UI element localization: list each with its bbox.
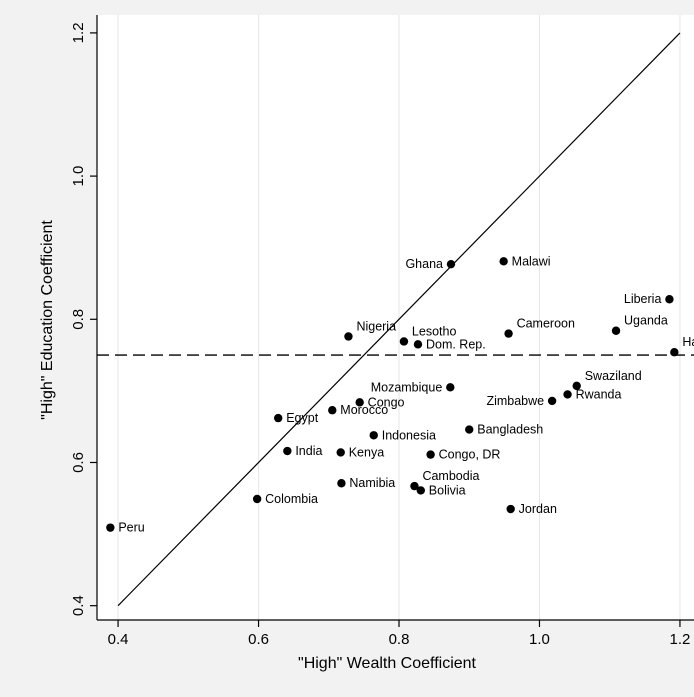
data-point — [504, 329, 513, 338]
point-label: Lesotho — [412, 324, 457, 338]
x-tick-label: 1.0 — [529, 631, 550, 648]
y-tick-label: 1.2 — [70, 22, 87, 43]
point-label: Dom. Rep. — [426, 337, 486, 351]
point-label: Colombia — [265, 492, 318, 506]
point-label: Mozambique — [371, 380, 443, 394]
y-axis-title: "High" Education Coefficient — [39, 220, 56, 420]
x-tick-label: 1.2 — [670, 631, 691, 648]
point-label: Cameroon — [517, 317, 575, 331]
point-label: Morocco — [340, 403, 388, 417]
point-label: Bangladesh — [477, 423, 543, 437]
data-point — [499, 257, 508, 266]
x-axis-title: "High" Wealth Coefficient — [298, 655, 477, 672]
data-point — [506, 504, 515, 514]
point-label: Kenya — [349, 445, 384, 459]
y-tick-label: 0.4 — [70, 595, 87, 616]
point-label: Egypt — [286, 411, 318, 425]
data-point — [465, 425, 474, 434]
data-point — [547, 396, 557, 406]
y-tick-label: 1.0 — [70, 166, 87, 187]
x-tick-label: 0.8 — [389, 631, 410, 648]
data-point — [355, 398, 364, 407]
point-label: Malawi — [512, 254, 551, 268]
data-point — [572, 381, 581, 391]
point-label: Swaziland — [585, 369, 642, 383]
y-tick-label: 0.8 — [70, 309, 87, 330]
point-label: Cambodia — [422, 469, 479, 483]
point-label: Ghana — [405, 257, 443, 271]
plot-background — [97, 15, 694, 620]
data-point — [283, 446, 292, 456]
point-label: Haiti — [682, 335, 694, 349]
data-point — [563, 390, 572, 399]
x-tick-label: 0.4 — [108, 631, 129, 648]
point-label: Congo, DR — [439, 448, 501, 462]
data-point — [337, 479, 346, 488]
grid-lines — [117, 15, 681, 620]
data-point — [446, 383, 455, 392]
point-label: Liberia — [624, 292, 662, 306]
point-label: Uganda — [624, 314, 668, 328]
data-point — [426, 450, 435, 459]
point-label: Zimbabwe — [486, 394, 544, 408]
data-point — [252, 494, 262, 504]
diagonal-reference-line — [117, 32, 681, 607]
data-point — [399, 337, 409, 346]
y-tick-label: 0.6 — [70, 452, 87, 473]
point-label: India — [295, 444, 322, 458]
point-label: Congo — [368, 395, 405, 409]
data-point — [446, 259, 456, 269]
reference-lines — [97, 32, 694, 607]
axes: 0.4 0.6 0.8 1.0 1.2 0.4 0.6 0.8 1.0 1.2 — [70, 15, 694, 648]
point-label: Indonesia — [382, 428, 436, 442]
data-point — [106, 523, 115, 532]
point-label: Bolivia — [429, 483, 466, 497]
point-label: Peru — [118, 521, 144, 535]
point-label: Jordan — [519, 502, 557, 516]
point-label: Nigeria — [356, 319, 396, 333]
point-label: Namibia — [349, 476, 395, 490]
data-point — [665, 295, 674, 304]
data-point — [410, 481, 419, 491]
data-point — [274, 413, 283, 423]
data-point — [369, 431, 378, 440]
data-point — [328, 406, 337, 415]
data-point — [413, 340, 423, 349]
point-label: Rwanda — [576, 387, 622, 401]
data-point — [611, 326, 621, 335]
data-point — [344, 332, 353, 341]
x-tick-label: 0.6 — [248, 631, 269, 648]
data-point — [416, 486, 425, 495]
data-point — [336, 448, 345, 457]
data-point — [670, 348, 679, 357]
